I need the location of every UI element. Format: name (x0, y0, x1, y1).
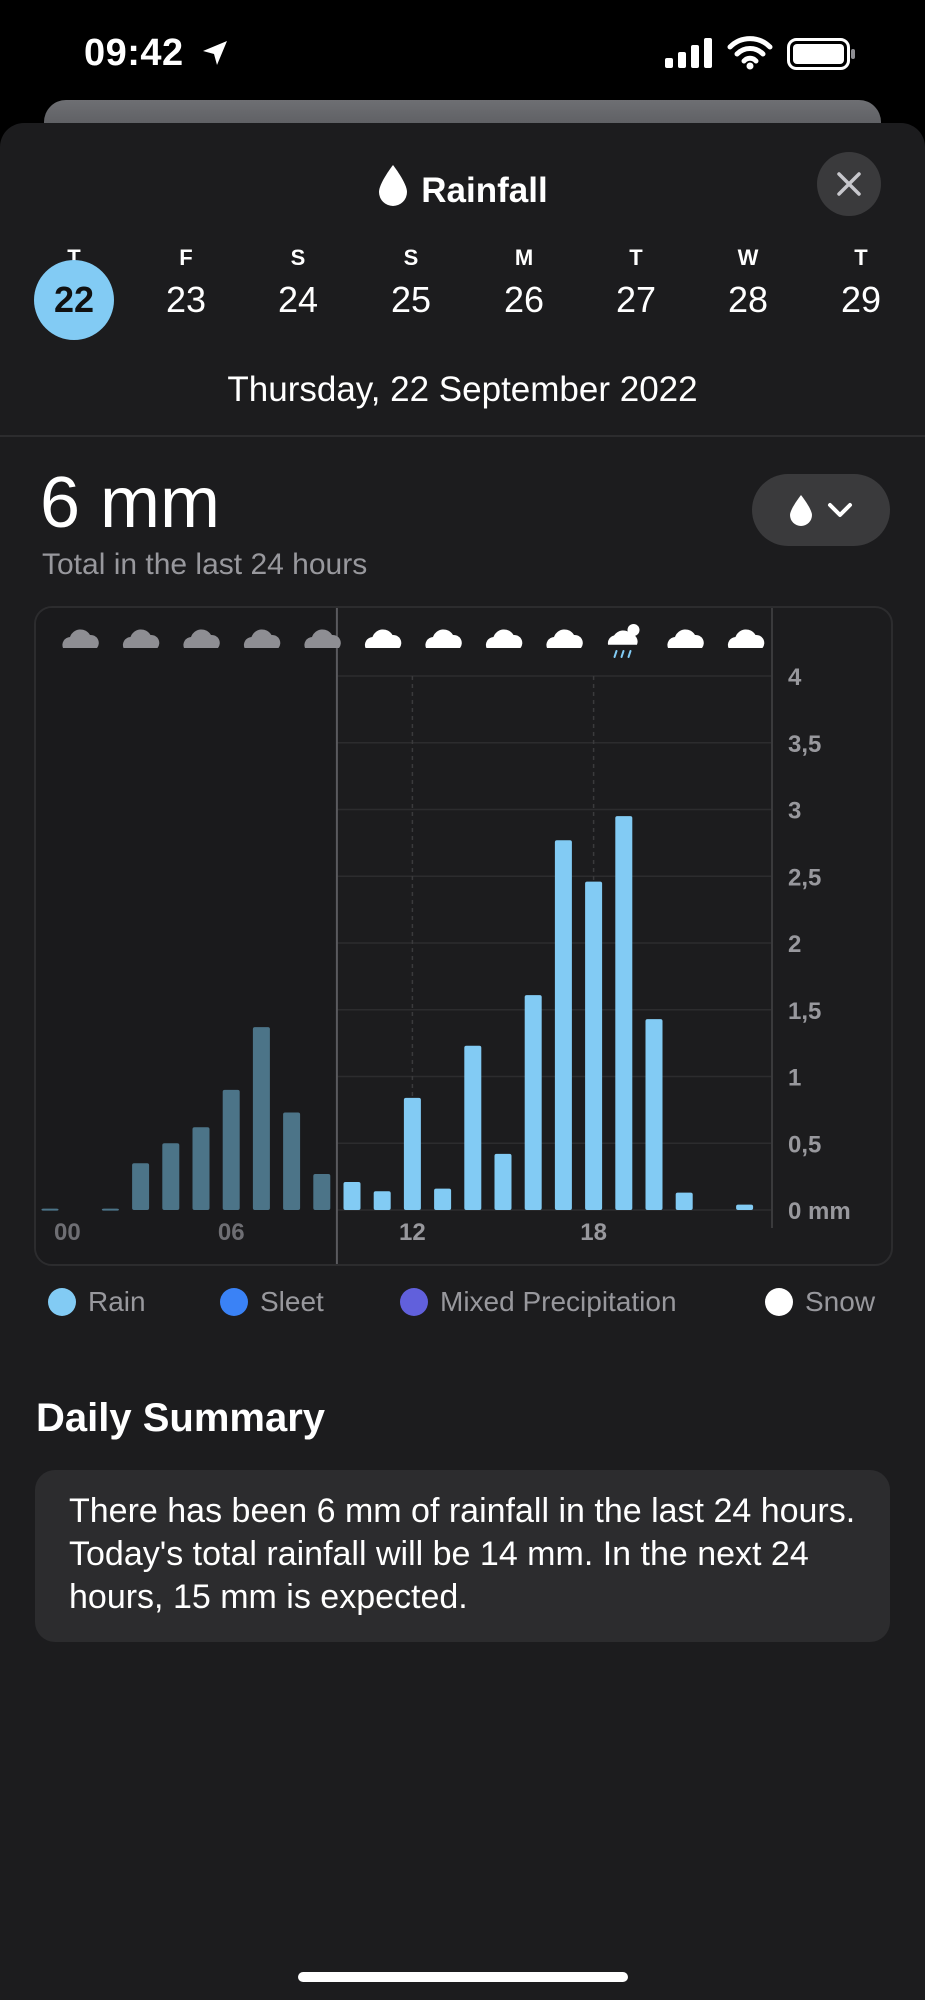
y-tick-label: 1,5 (788, 998, 821, 1025)
rain-bar (675, 1192, 693, 1210)
rain-bar (524, 995, 542, 1210)
cloud-icon (364, 629, 402, 648)
rain-bar (585, 881, 603, 1210)
legend-dot (400, 1288, 428, 1316)
raindrop-icon (790, 495, 812, 526)
rain-bar (373, 1191, 391, 1210)
rain-bar (222, 1089, 240, 1210)
divider (0, 435, 925, 437)
day-button-28[interactable]: 28 (727, 279, 769, 320)
cloud-icon (485, 629, 523, 648)
total-rainfall-subtitle: Total in the last 24 hours (42, 548, 368, 581)
day-weekday-label: S (290, 245, 306, 270)
close-button[interactable] (817, 152, 881, 216)
rain-bar (403, 1097, 421, 1210)
rain-bar (132, 1163, 150, 1210)
daily-summary-title: Daily Summary (36, 1396, 326, 1440)
x-tick-label: 18 (580, 1219, 607, 1246)
day-button-22[interactable]: 22 (34, 260, 114, 340)
x-tick-label: 12 (399, 1219, 426, 1246)
cloud-icon (183, 629, 220, 648)
rain-bar (494, 1153, 512, 1210)
rainfall-chart: 0 mm 0,5 1 1,5 2 2,5 3 3,5 4 00 06 12 18 (34, 606, 893, 1266)
day-button-24[interactable]: 24 (277, 279, 319, 320)
legend-dot (765, 1288, 793, 1316)
rain-bar (736, 1204, 754, 1210)
wifi-icon (727, 36, 773, 70)
sheet-title-label: Rainfall (421, 171, 548, 210)
x-tick-label: 00 (54, 1219, 81, 1246)
cloud-icon (425, 629, 462, 648)
legend-label: Mixed Precipitation (440, 1286, 677, 1317)
day-button-23[interactable]: 23 (165, 279, 207, 320)
rain-bar (252, 1027, 270, 1210)
legend-dot (48, 1288, 76, 1316)
raindrop-icon (379, 165, 408, 206)
day-button-26[interactable]: 26 (503, 279, 545, 320)
legend-item-sleet: Sleet (220, 1282, 324, 1322)
rain-bar (434, 1188, 452, 1210)
y-tick-label: 4 (788, 664, 802, 691)
y-tick-label: 0 mm (788, 1198, 851, 1225)
day-button-25[interactable]: 25 (390, 279, 432, 320)
legend-label: Rain (88, 1286, 146, 1317)
rain-bar (554, 840, 572, 1210)
day-weekday-label: W (737, 245, 759, 270)
legend-item-rain: Rain (48, 1282, 146, 1322)
day-weekday-label: M (514, 245, 534, 270)
legend-label: Sleet (260, 1286, 324, 1317)
rain-bar (343, 1181, 361, 1210)
legend-dot (220, 1288, 248, 1316)
metric-selector-button[interactable] (752, 474, 890, 546)
legend-item-mixed-precipitation: Mixed Precipitation (400, 1282, 677, 1322)
rain-bar (101, 1208, 119, 1211)
y-tick-label: 0,5 (788, 1131, 821, 1158)
day-weekday-label: F (179, 245, 193, 270)
rain-bar (645, 1019, 663, 1210)
rain-bar (162, 1143, 180, 1210)
legend-item-snow: Snow (765, 1282, 875, 1322)
rain-bar (464, 1045, 482, 1210)
day-weekday-label: T (854, 245, 868, 270)
day-button-29[interactable]: 29 (840, 279, 882, 320)
day-button-27[interactable]: 27 (615, 279, 657, 320)
rain-bar (615, 816, 633, 1210)
close-icon (837, 172, 861, 196)
day-weekday-label: T (629, 245, 643, 270)
cloud-icon (727, 629, 765, 648)
total-rainfall-value: 6 mm (40, 463, 220, 543)
daily-summary-card: There has been 6 mm of rainfall in the l… (35, 1470, 890, 1642)
cloud-icon (304, 629, 341, 648)
cloud-icon (62, 629, 99, 648)
cloud-sun-rain-icon (607, 624, 640, 658)
rain-bar (313, 1173, 331, 1210)
battery-icon (787, 38, 855, 70)
legend-label: Snow (805, 1286, 876, 1317)
status-time: 09:42 (84, 32, 184, 74)
y-tick-label: 1 (788, 1065, 801, 1092)
home-indicator[interactable] (298, 1972, 628, 1982)
sheet-title: Rainfall (0, 163, 925, 211)
y-tick-label: 2 (788, 931, 801, 958)
location-arrow-icon (203, 41, 227, 65)
y-tick-label: 2,5 (788, 864, 821, 891)
cloud-icon (546, 629, 583, 648)
rain-bar (283, 1112, 301, 1210)
cloud-icon (243, 629, 281, 648)
chevron-down-icon (828, 503, 852, 517)
rain-bar (41, 1208, 59, 1211)
day-weekday-label: S (403, 245, 419, 270)
x-tick-label: 06 (218, 1219, 245, 1246)
cloud-icon (122, 629, 160, 648)
y-tick-label: 3,5 (788, 731, 821, 758)
rain-bar (192, 1127, 210, 1210)
cloud-icon (667, 629, 704, 648)
daily-summary-text: There has been 6 mm of rainfall in the l… (69, 1492, 856, 1616)
cellular-signal-icon (665, 38, 712, 68)
status-bar: 09:42 (0, 0, 925, 110)
rainfall-chart-svg: 0 mm 0,5 1 1,5 2 2,5 3 3,5 4 00 06 12 18 (36, 608, 851, 1264)
selected-date-label: Thursday, 22 September 2022 (227, 370, 698, 409)
y-tick-label: 3 (788, 798, 801, 825)
